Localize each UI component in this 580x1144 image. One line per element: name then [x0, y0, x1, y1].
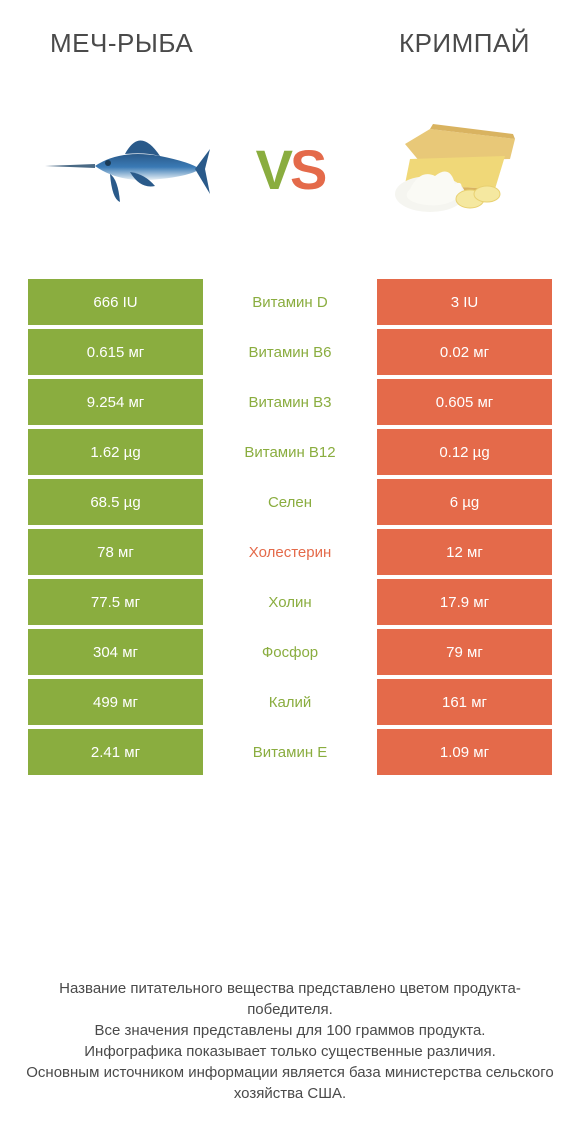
nutrient-name-cell: Фосфор: [203, 629, 377, 675]
footer-line: Название питательного вещества представл…: [20, 978, 560, 1020]
table-row: 9.254 мгВитамин B30.605 мг: [28, 379, 552, 425]
footer-line: Инфографика показывает только существенн…: [20, 1041, 560, 1062]
left-value-cell: 77.5 мг: [28, 579, 203, 625]
nutrient-name-cell: Селен: [203, 479, 377, 525]
right-value-cell: 161 мг: [377, 679, 552, 725]
right-value-cell: 0.12 µg: [377, 429, 552, 475]
right-value-cell: 12 мг: [377, 529, 552, 575]
right-product-image: [370, 99, 540, 239]
comparison-table: 666 IUВитамин D3 IU0.615 мгВитамин B60.0…: [0, 279, 580, 775]
header: МЕЧ-РЫБА КРИМПАЙ: [0, 0, 580, 69]
nutrient-name-cell: Калий: [203, 679, 377, 725]
left-value-cell: 666 IU: [28, 279, 203, 325]
left-value-cell: 0.615 мг: [28, 329, 203, 375]
vs-label: VS: [256, 137, 325, 202]
left-value-cell: 9.254 мг: [28, 379, 203, 425]
table-row: 2.41 мгВитамин E1.09 мг: [28, 729, 552, 775]
vs-letter-s: S: [290, 137, 324, 202]
table-row: 304 мгФосфор79 мг: [28, 629, 552, 675]
left-value-cell: 1.62 µg: [28, 429, 203, 475]
left-value-cell: 78 мг: [28, 529, 203, 575]
table-row: 68.5 µgСелен6 µg: [28, 479, 552, 525]
right-value-cell: 0.02 мг: [377, 329, 552, 375]
left-value-cell: 68.5 µg: [28, 479, 203, 525]
right-value-cell: 1.09 мг: [377, 729, 552, 775]
right-value-cell: 79 мг: [377, 629, 552, 675]
table-row: 0.615 мгВитамин B60.02 мг: [28, 329, 552, 375]
cream-pie-icon: [375, 114, 535, 224]
footer-line: Основным источником информации является …: [20, 1062, 560, 1104]
nutrient-name-cell: Витамин B3: [203, 379, 377, 425]
left-product-title: МЕЧ-РЫБА: [50, 28, 193, 59]
nutrient-name-cell: Витамин B12: [203, 429, 377, 475]
right-value-cell: 6 µg: [377, 479, 552, 525]
nutrient-name-cell: Витамин E: [203, 729, 377, 775]
table-row: 1.62 µgВитамин B120.12 µg: [28, 429, 552, 475]
footer-line: Все значения представлены для 100 граммо…: [20, 1020, 560, 1041]
vs-letter-v: V: [256, 137, 290, 202]
footer-note: Название питательного вещества представл…: [0, 978, 580, 1104]
nutrient-name-cell: Витамин B6: [203, 329, 377, 375]
right-value-cell: 0.605 мг: [377, 379, 552, 425]
table-row: 78 мгХолестерин12 мг: [28, 529, 552, 575]
right-value-cell: 17.9 мг: [377, 579, 552, 625]
left-product-image: [40, 99, 210, 239]
nutrient-name-cell: Витамин D: [203, 279, 377, 325]
nutrient-name-cell: Холин: [203, 579, 377, 625]
nutrient-name-cell: Холестерин: [203, 529, 377, 575]
table-row: 77.5 мгХолин17.9 мг: [28, 579, 552, 625]
right-value-cell: 3 IU: [377, 279, 552, 325]
right-product-title: КРИМПАЙ: [399, 28, 530, 59]
table-row: 499 мгКалий161 мг: [28, 679, 552, 725]
left-value-cell: 304 мг: [28, 629, 203, 675]
left-value-cell: 499 мг: [28, 679, 203, 725]
table-row: 666 IUВитамин D3 IU: [28, 279, 552, 325]
images-row: VS: [0, 69, 580, 279]
swordfish-icon: [40, 114, 210, 224]
left-value-cell: 2.41 мг: [28, 729, 203, 775]
